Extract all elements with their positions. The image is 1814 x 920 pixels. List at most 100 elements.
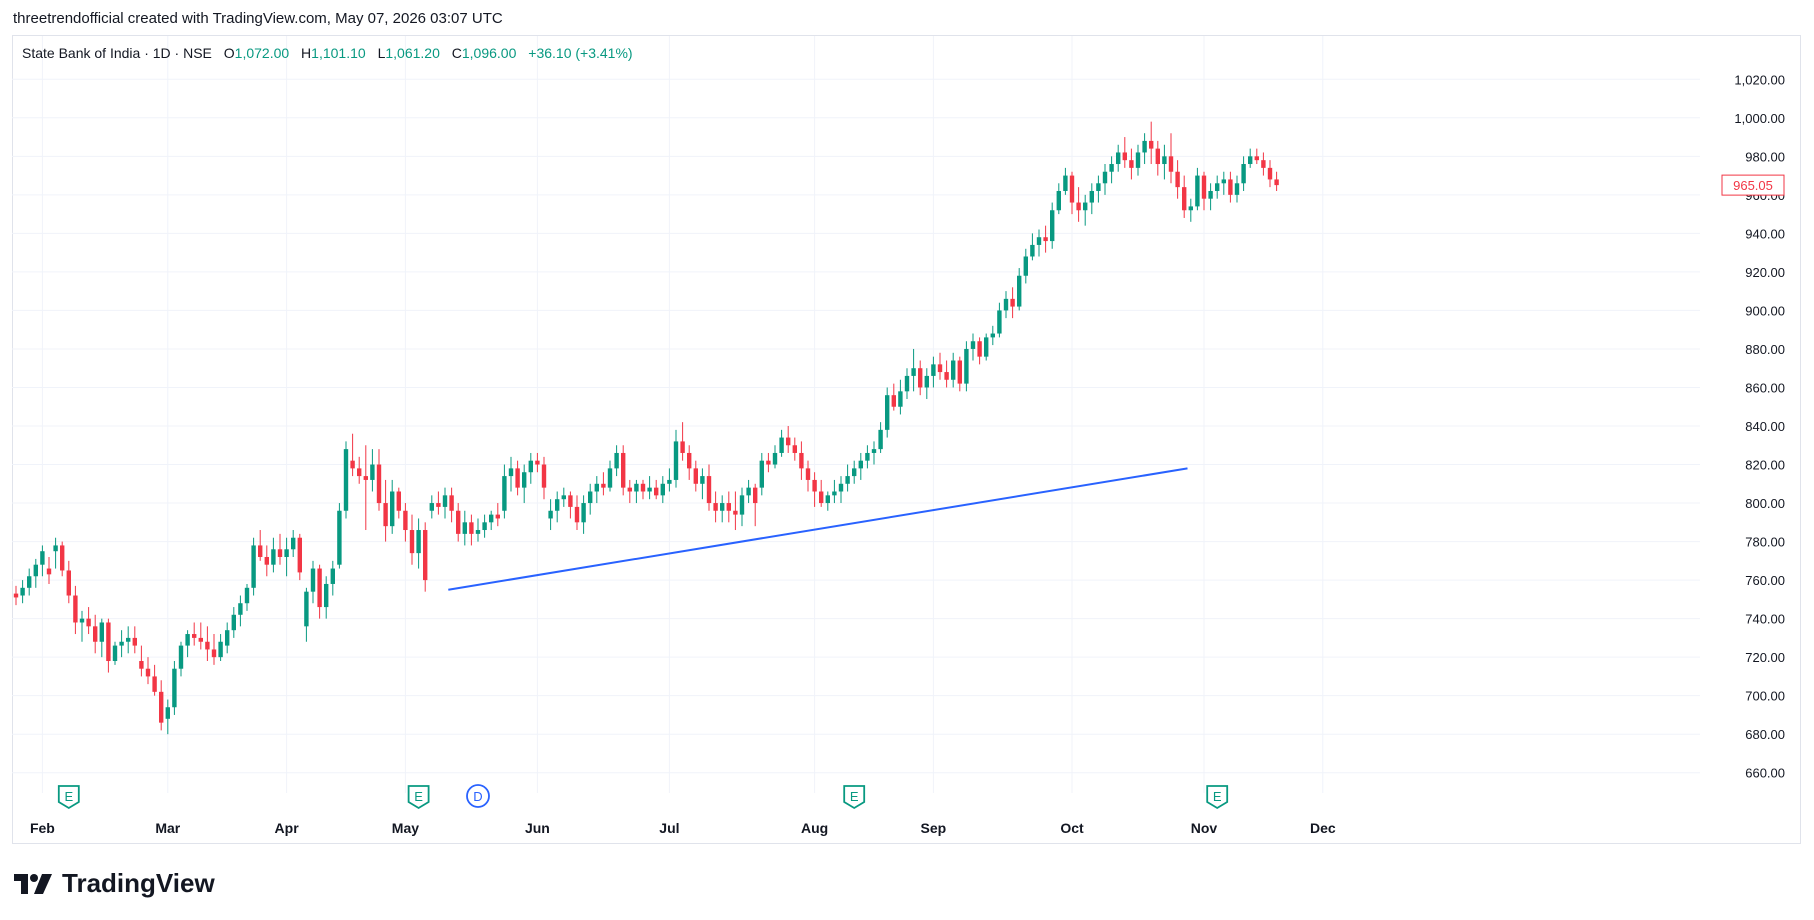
- candle-body: [343, 449, 349, 511]
- candle-body: [20, 587, 25, 596]
- candle: [1267, 160, 1273, 188]
- candle: [218, 634, 223, 662]
- candle-body: [1155, 148, 1160, 165]
- candle-body: [1254, 156, 1259, 161]
- candle: [924, 368, 929, 400]
- candle: [944, 360, 949, 388]
- candle-body: [383, 503, 388, 527]
- candle: [449, 487, 454, 523]
- candle-body: [482, 522, 487, 531]
- candle-body: [205, 641, 210, 650]
- y-tick-label: 760.00: [1745, 573, 1785, 588]
- earnings-icon: [1206, 785, 1229, 810]
- candle-body: [601, 483, 606, 488]
- candle-body: [99, 622, 104, 642]
- candle: [654, 479, 659, 500]
- x-tick-label: Oct: [1060, 820, 1084, 836]
- candle: [640, 479, 646, 500]
- x-tick-label: Jul: [659, 820, 679, 836]
- candle: [185, 630, 190, 658]
- candle: [1043, 225, 1048, 253]
- candle-body: [832, 491, 837, 496]
- candle: [766, 452, 771, 473]
- y-tick-label: 920.00: [1745, 265, 1785, 280]
- candle-body: [1056, 190, 1061, 211]
- earnings-marker: E: [1206, 785, 1229, 810]
- candle-body: [792, 445, 797, 453]
- candle-body: [937, 364, 943, 373]
- candle: [1208, 183, 1213, 211]
- candle: [1274, 171, 1279, 191]
- candle-body: [898, 391, 903, 407]
- candle-body: [1182, 187, 1187, 211]
- candle: [1003, 291, 1009, 319]
- candle-body: [449, 495, 454, 511]
- candle: [1063, 167, 1068, 195]
- candle-body: [838, 483, 844, 492]
- candle: [588, 483, 593, 515]
- candle: [581, 495, 586, 534]
- candle: [555, 491, 560, 523]
- candle-body: [1096, 183, 1101, 191]
- candle: [614, 445, 619, 477]
- y-tick-label: 800.00: [1745, 496, 1785, 511]
- candle: [357, 456, 362, 484]
- brand-name: TradingView: [62, 868, 215, 898]
- earnings-icon: [843, 785, 866, 810]
- candle: [106, 618, 111, 673]
- y-tick-label: 720.00: [1745, 650, 1785, 665]
- candle-body: [1201, 175, 1207, 199]
- candle-body: [79, 618, 85, 623]
- candle: [1241, 156, 1246, 191]
- candle-body: [337, 510, 342, 565]
- earnings-icon: [57, 785, 80, 810]
- x-tick-label: Nov: [1191, 820, 1218, 836]
- candle: [112, 641, 118, 665]
- candle-body: [442, 495, 448, 507]
- candle-body: [799, 452, 804, 469]
- high-key: H: [301, 45, 312, 61]
- candle-body: [640, 483, 646, 492]
- candle: [1234, 175, 1240, 203]
- candle-body: [126, 637, 131, 642]
- candle-body: [409, 530, 415, 554]
- candle-body: [1208, 190, 1213, 199]
- candle: [594, 476, 599, 504]
- candle: [423, 522, 428, 592]
- candle: [964, 341, 969, 392]
- candle-body: [211, 649, 217, 658]
- y-tick-label: 840.00: [1745, 419, 1785, 434]
- candle: [310, 560, 316, 604]
- candle: [772, 445, 778, 469]
- candle-body: [251, 545, 256, 588]
- candle-body: [27, 576, 32, 588]
- candle: [911, 348, 916, 392]
- candle: [60, 541, 65, 577]
- candle: [1149, 121, 1154, 165]
- candle: [931, 356, 936, 388]
- candle-body: [528, 460, 533, 473]
- candle-body: [370, 464, 375, 480]
- candle-body: [363, 476, 368, 480]
- candle-body: [911, 368, 916, 376]
- candle-body: [568, 495, 573, 507]
- candle-body: [726, 503, 731, 511]
- candle: [495, 503, 500, 527]
- candle: [1168, 133, 1174, 184]
- candle-body: [475, 530, 481, 534]
- candle: [1050, 202, 1055, 249]
- candle: [271, 537, 276, 573]
- candle: [951, 352, 956, 388]
- candle-body: [231, 614, 236, 631]
- candle-body: [1234, 183, 1240, 195]
- tradingview-brand[interactable]: TradingView: [14, 868, 215, 899]
- candle-body: [885, 395, 890, 430]
- candle-body: [1122, 152, 1127, 161]
- candle-body: [284, 549, 289, 557]
- candle: [918, 360, 923, 396]
- candle-body: [1102, 171, 1108, 184]
- candle-body: [396, 491, 401, 511]
- candle: [838, 476, 844, 504]
- symbol-label: State Bank of India · 1D · NSE: [22, 45, 212, 61]
